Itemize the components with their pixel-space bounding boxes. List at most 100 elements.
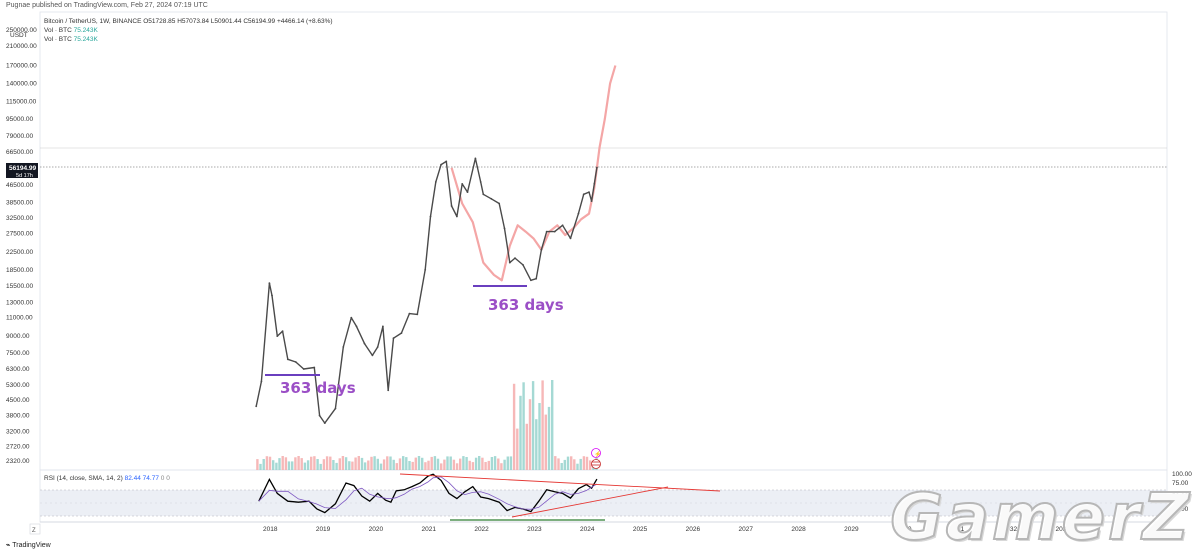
volume-bar xyxy=(528,399,532,470)
volume-bar xyxy=(433,456,437,470)
volume-bar xyxy=(449,456,452,470)
price-point xyxy=(466,191,469,194)
price-point xyxy=(540,248,543,251)
price-point xyxy=(545,230,548,233)
price-point xyxy=(445,160,448,163)
rsi-resistance-trendline[interactable] xyxy=(399,473,721,492)
price-point xyxy=(561,224,564,227)
volume-bar xyxy=(281,456,284,470)
volume-bar xyxy=(551,380,554,470)
price-point xyxy=(498,202,501,205)
price-point xyxy=(355,325,358,328)
symbol-info: Bitcoin / TetherUS, 1W, BINANCE O51728.8… xyxy=(44,18,333,25)
price-point xyxy=(286,358,289,361)
last-price-tag xyxy=(6,163,38,178)
volume-bar xyxy=(519,395,522,470)
rsi-tick-label: 100.00 xyxy=(1172,471,1192,478)
volume-bar xyxy=(294,457,297,470)
year-tick-label: 2033 xyxy=(1056,526,1071,533)
volume-legend-row[interactable]: Vol · BTC 75.243K xyxy=(44,35,333,44)
volume-bar xyxy=(357,456,360,470)
volume-bar xyxy=(497,458,500,470)
volume-bar xyxy=(379,463,383,470)
volume-bars xyxy=(256,380,598,470)
price-point xyxy=(323,422,326,424)
price-point xyxy=(450,205,453,207)
volume-bar xyxy=(265,456,269,470)
year-tick-label: 2021 xyxy=(422,526,437,533)
volume-bar xyxy=(398,458,402,470)
price-point xyxy=(376,346,379,348)
event-flash-icon[interactable] xyxy=(591,448,601,458)
currency-label: USDT xyxy=(10,32,28,39)
last-price-value: 56194.99 xyxy=(9,165,36,172)
price-tick-label: 115000.00 xyxy=(6,99,37,106)
volume-value: 75.243K xyxy=(73,36,98,43)
volume-bar xyxy=(455,463,459,470)
volume-bar xyxy=(563,459,566,470)
volume-bar xyxy=(300,458,303,470)
volume-bar xyxy=(262,459,265,470)
year-tick-label: 2019 xyxy=(316,526,331,533)
price-axis[interactable]: 2320.00 2720.00 3200.00 3800.00 4500.00 5300.… xyxy=(6,27,37,465)
volume-bar xyxy=(272,460,275,470)
volume-bar xyxy=(363,462,367,470)
price-point xyxy=(456,215,458,218)
volume-bar xyxy=(557,458,560,470)
year-tick-label: 2032 xyxy=(1003,526,1018,533)
us-flag-icon[interactable] xyxy=(591,459,601,469)
price-point xyxy=(416,313,419,316)
volume-legend-row[interactable]: Vol · BTC 75.243K xyxy=(44,26,333,35)
rsi-band xyxy=(40,490,1167,516)
price-point xyxy=(522,264,524,266)
volume-bar xyxy=(446,456,449,470)
volume-bar xyxy=(405,457,408,470)
rsi-tick-label: 50.00 xyxy=(1172,493,1189,500)
price-point xyxy=(503,227,506,230)
timezone-button[interactable] xyxy=(29,523,41,535)
volume-bar xyxy=(484,462,487,470)
time-axis[interactable]: 2018 2019 2020 2021 2022 2023 2024 2025 2026 2027… xyxy=(263,526,1070,533)
volume-bar xyxy=(452,459,456,470)
tradingview-logo[interactable]: ⌁ TradingView xyxy=(6,541,51,550)
published-caption: Pugnae published on TradingView.com, Feb… xyxy=(6,2,208,9)
volume-bar xyxy=(291,461,294,470)
volume-bar xyxy=(566,456,570,470)
price-point xyxy=(440,163,442,166)
price-tick-label: 2720.00 xyxy=(6,443,30,450)
price-point xyxy=(577,212,580,215)
price-tick-label: 9000.00 xyxy=(6,333,30,340)
rsi-axis[interactable]: 100.00 75.00 50.00 25.00 xyxy=(1172,471,1192,513)
price-point xyxy=(382,325,384,328)
price-point xyxy=(508,261,511,264)
volume-bar xyxy=(395,463,398,470)
volume-bar xyxy=(268,456,272,470)
volume-bar xyxy=(459,458,462,470)
price-point xyxy=(318,414,321,417)
rsi-tick-label: 75.00 xyxy=(1172,480,1189,487)
price-point xyxy=(590,200,593,203)
price-tick-label: 3200.00 xyxy=(6,428,30,435)
rsi-support-trendline[interactable] xyxy=(511,486,669,518)
price-point xyxy=(429,215,432,218)
volume-bar xyxy=(275,462,278,470)
volume-bar xyxy=(512,383,516,470)
annotation-363-days-2018[interactable]: 363 days xyxy=(280,379,356,397)
rsi-series xyxy=(258,473,598,514)
price-tick-label: 46500.00 xyxy=(6,182,33,189)
year-tick-label: 2030 xyxy=(897,526,912,533)
bar-countdown: 5d 17h xyxy=(16,173,33,179)
price-point xyxy=(582,193,585,196)
rsi-legend[interactable]: RSI (14, close, SMA, 14, 2) 82.44 74.77 … xyxy=(44,475,170,482)
volume-bar xyxy=(408,461,411,470)
volume-bar xyxy=(329,456,332,470)
volume-bar xyxy=(570,456,573,470)
volume-bar xyxy=(541,380,544,470)
annotation-363-days-2022[interactable]: 363 days xyxy=(488,296,564,314)
price-tick-label: 5300.00 xyxy=(6,382,30,389)
rsi-tick-label: 25.00 xyxy=(1172,506,1189,513)
volume-bar xyxy=(560,463,563,470)
price-point xyxy=(342,346,345,348)
price-point xyxy=(434,181,437,183)
